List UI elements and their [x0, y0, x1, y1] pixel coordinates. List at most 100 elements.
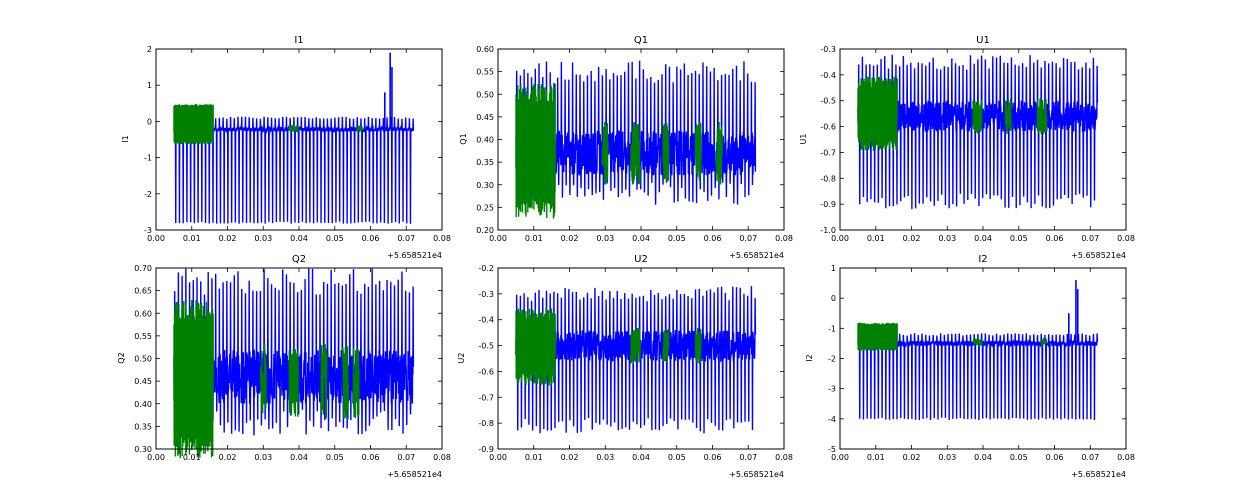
- x-tick-label-i2-4: 0.04: [974, 453, 992, 462]
- subplot-i1: I1 I1 +5.658521e4 0.00 0.01 0.02 0.03 0.04 0.…: [121, 35, 451, 260]
- series-segment-q1-green-2: [633, 122, 641, 185]
- series-segment-q1-green-3: [662, 122, 670, 183]
- series-segment-u1-green-4: [1040, 98, 1048, 135]
- x-offset-label-u2: +5.658521e4: [729, 470, 784, 479]
- x-tick-label-i1-8: 0.08: [433, 234, 451, 243]
- series-segment-q2-green-3: [320, 343, 328, 419]
- series-line-q2-green: [173, 299, 214, 458]
- y-tick-label-i2-4: -1: [828, 324, 836, 333]
- y-tick-label-q1-4: 0.40: [476, 136, 494, 145]
- y-tick-label-q1-6: 0.50: [476, 90, 494, 99]
- series-line-i2-green: [857, 322, 898, 351]
- y-tick-label-q1-8: 0.60: [476, 45, 494, 54]
- subplot-q1: Q1 Q1 +5.658521e4 0.00 0.01 0.02 0.03 0.04 0.…: [459, 35, 793, 260]
- y-tick-label-i2-6: 1: [831, 264, 836, 273]
- x-tick-label-i2-5: 0.05: [1010, 453, 1028, 462]
- y-tick-label-u1-3: -0.7: [820, 148, 836, 157]
- y-tick-label-q2-2: 0.40: [134, 400, 152, 409]
- x-tick-label-i2-7: 0.07: [1081, 453, 1099, 462]
- series-segment-u1-green-0: [972, 100, 980, 134]
- series-line-i1-green: [173, 104, 214, 145]
- x-tick-label-i2-8: 0.08: [1117, 453, 1135, 462]
- x-tick-label-i1-0: 0.00: [147, 234, 165, 243]
- y-axis-label-q2: Q2: [117, 352, 126, 363]
- subplot-title-q2: Q2: [292, 254, 306, 265]
- y-tick-label-q1-5: 0.45: [476, 113, 494, 122]
- x-tick-label-q1-3: 0.03: [596, 234, 614, 243]
- y-tick-label-u1-0: -1.0: [820, 226, 836, 235]
- x-tick-label-q2-2: 0.02: [219, 453, 237, 462]
- y-tick-label-q2-1: 0.35: [134, 422, 152, 431]
- y-tick-label-i2-5: 0: [831, 294, 836, 303]
- x-tick-label-u2-5: 0.05: [668, 453, 686, 462]
- y-tick-label-i1-5: 2: [147, 45, 152, 54]
- x-tick-label-u2-3: 0.03: [596, 453, 614, 462]
- y-axis-label-u1: U1: [799, 134, 808, 145]
- series-line-q1-green: [515, 83, 556, 219]
- x-tick-label-q1-4: 0.04: [632, 234, 650, 243]
- series-segment-u2-green-3: [694, 327, 702, 364]
- x-tick-label-q2-5: 0.05: [326, 453, 344, 462]
- y-tick-label-u2-0: -0.9: [478, 445, 494, 454]
- y-tick-label-u1-7: -0.3: [820, 45, 836, 54]
- x-tick-label-u2-4: 0.04: [632, 453, 650, 462]
- y-tick-label-u2-3: -0.6: [478, 367, 494, 376]
- y-tick-label-u2-2: -0.7: [478, 393, 494, 402]
- x-tick-label-i1-7: 0.07: [397, 234, 415, 243]
- series-segment-u1-green-1: [975, 100, 983, 132]
- x-tick-label-i2-2: 0.02: [903, 453, 921, 462]
- x-tick-label-q2-3: 0.03: [254, 453, 272, 462]
- x-tick-label-q1-6: 0.06: [704, 234, 722, 243]
- y-tick-label-i2-3: -2: [828, 355, 836, 364]
- y-tick-label-q2-4: 0.50: [134, 355, 152, 364]
- subplot-u1: U1 U1 +5.658521e4 0.00 0.01 0.02 0.03 0.04 0.…: [799, 35, 1135, 260]
- y-tick-label-i1-4: 1: [147, 81, 152, 90]
- x-offset-label-u1: +5.658521e4: [1071, 251, 1126, 260]
- plot-area-u1: [857, 54, 1099, 210]
- x-tick-label-i1-2: 0.02: [219, 234, 237, 243]
- series-segment-q2-green-2: [291, 348, 299, 417]
- subplot-i2: I2 I2 +5.658521e4 0.00 0.01 0.02 0.03 0.04 0.…: [805, 254, 1135, 479]
- series-segment-q1-green-0: [601, 121, 609, 185]
- y-tick-label-q2-5: 0.55: [134, 332, 152, 341]
- plot-area-q1: [515, 60, 757, 219]
- y-tick-label-u1-5: -0.5: [820, 97, 836, 106]
- y-tick-label-i1-0: -3: [144, 226, 152, 235]
- y-tick-label-q1-3: 0.35: [476, 158, 494, 167]
- series-segment-u2-green-1: [633, 327, 641, 363]
- plot-area-u2: [515, 286, 757, 434]
- subplot-title-u2: U2: [634, 254, 648, 265]
- x-tick-label-i1-3: 0.03: [254, 234, 272, 243]
- x-tick-label-u1-1: 0.01: [867, 234, 885, 243]
- y-tick-label-u2-1: -0.8: [478, 419, 494, 428]
- y-tick-label-u1-4: -0.6: [820, 123, 836, 132]
- y-tick-label-u1-2: -0.8: [820, 174, 836, 183]
- y-axis-label-i1: I1: [121, 135, 130, 142]
- y-tick-label-q2-6: 0.60: [134, 309, 152, 318]
- x-tick-label-i2-3: 0.03: [938, 453, 956, 462]
- x-tick-label-u2-7: 0.07: [739, 453, 757, 462]
- y-tick-label-u1-6: -0.4: [820, 71, 836, 80]
- series-line-u2-green: [515, 308, 556, 386]
- series-segment-q2-green-0: [259, 343, 267, 413]
- y-tick-label-q2-8: 0.70: [134, 264, 152, 273]
- x-offset-label-q2: +5.658521e4: [387, 470, 442, 479]
- y-axis-label-u2: U2: [457, 353, 466, 364]
- x-tick-label-q2-0: 0.00: [147, 453, 165, 462]
- x-tick-label-q1-5: 0.05: [668, 234, 686, 243]
- x-tick-label-q2-4: 0.04: [290, 453, 308, 462]
- x-tick-label-q1-0: 0.00: [489, 234, 507, 243]
- x-tick-label-q2-1: 0.01: [183, 453, 201, 462]
- series-segment-u1-green-2: [1004, 98, 1012, 135]
- series-segment-i1-green-0: [288, 125, 296, 132]
- plot-area-i2: [857, 280, 1099, 421]
- series-segment-i2-green-2: [1040, 337, 1048, 346]
- y-tick-label-q1-1: 0.25: [476, 203, 494, 212]
- x-tick-label-u2-0: 0.00: [489, 453, 507, 462]
- series-segment-i2-green-1: [975, 338, 983, 347]
- series-segment-i1-green-2: [356, 125, 364, 132]
- x-tick-label-u1-4: 0.04: [974, 234, 992, 243]
- subplot-q2: Q2 Q2 +5.658521e4 0.00 0.01 0.02 0.03 0.04 0.…: [117, 254, 451, 479]
- x-tick-label-u2-8: 0.08: [775, 453, 793, 462]
- x-tick-label-i1-4: 0.04: [290, 234, 308, 243]
